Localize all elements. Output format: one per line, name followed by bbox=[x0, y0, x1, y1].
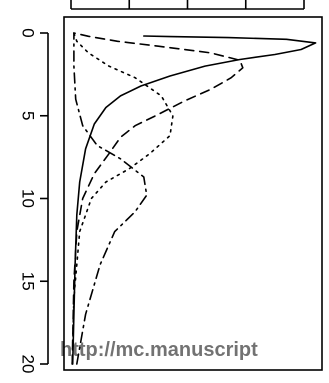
y-tick-label: 15 bbox=[19, 272, 38, 291]
series-line-dashdot bbox=[73, 32, 148, 365]
y-tick-label: 10 bbox=[19, 189, 38, 208]
y-tick-label: 20 bbox=[19, 355, 38, 374]
y-tick-label: 0 bbox=[19, 28, 38, 37]
plot-frame bbox=[63, 16, 323, 371]
series-line-dashed bbox=[71, 32, 244, 365]
series-line-dotted bbox=[71, 32, 174, 365]
series-line-solid bbox=[71, 35, 317, 365]
y-tick-label: 5 bbox=[19, 111, 38, 120]
watermark-text: http://mc.manuscript bbox=[60, 339, 258, 361]
